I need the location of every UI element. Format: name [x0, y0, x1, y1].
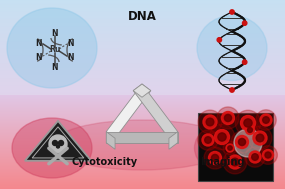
Polygon shape: [106, 132, 178, 143]
Circle shape: [205, 137, 211, 143]
Polygon shape: [133, 84, 178, 138]
Circle shape: [217, 38, 221, 42]
Circle shape: [223, 141, 237, 155]
Circle shape: [235, 110, 261, 136]
Polygon shape: [106, 132, 115, 149]
Circle shape: [249, 151, 261, 163]
Circle shape: [245, 147, 265, 167]
Text: DNA: DNA: [128, 10, 156, 23]
Circle shape: [263, 117, 269, 123]
Bar: [198, 113, 273, 181]
Circle shape: [253, 131, 267, 145]
Circle shape: [234, 129, 262, 157]
Circle shape: [218, 133, 226, 141]
Polygon shape: [25, 121, 91, 161]
Circle shape: [217, 107, 239, 129]
Text: Cytotoxicity: Cytotoxicity: [72, 157, 138, 167]
Circle shape: [202, 134, 214, 146]
Circle shape: [239, 138, 246, 146]
Circle shape: [231, 158, 239, 166]
Circle shape: [204, 147, 226, 169]
Circle shape: [248, 128, 253, 132]
Circle shape: [242, 122, 258, 138]
Circle shape: [262, 149, 274, 160]
Circle shape: [49, 135, 67, 153]
Text: N: N: [68, 39, 74, 47]
Circle shape: [235, 136, 249, 149]
Circle shape: [231, 131, 253, 153]
Circle shape: [198, 110, 222, 134]
Circle shape: [211, 154, 219, 162]
Circle shape: [256, 110, 276, 130]
Circle shape: [243, 21, 247, 25]
Circle shape: [223, 150, 247, 174]
Circle shape: [226, 144, 234, 152]
Circle shape: [203, 115, 217, 129]
Ellipse shape: [194, 121, 270, 176]
Polygon shape: [133, 84, 151, 97]
Circle shape: [209, 152, 221, 164]
Ellipse shape: [197, 15, 267, 81]
Circle shape: [221, 112, 235, 125]
Circle shape: [259, 146, 277, 164]
Circle shape: [209, 124, 235, 150]
Circle shape: [256, 134, 264, 142]
Ellipse shape: [7, 8, 97, 88]
Polygon shape: [106, 84, 151, 138]
Circle shape: [198, 130, 218, 150]
Text: N: N: [52, 29, 58, 37]
Circle shape: [230, 10, 234, 14]
Circle shape: [52, 140, 58, 146]
Circle shape: [245, 125, 255, 135]
Polygon shape: [169, 132, 178, 149]
Text: Ru: Ru: [49, 46, 61, 54]
Text: N: N: [36, 39, 42, 47]
Circle shape: [230, 88, 234, 92]
Text: N: N: [36, 53, 42, 61]
Circle shape: [215, 129, 229, 145]
Circle shape: [206, 118, 214, 126]
Circle shape: [241, 115, 255, 130]
Text: N: N: [52, 63, 58, 71]
Circle shape: [58, 140, 64, 146]
Ellipse shape: [52, 120, 232, 170]
Circle shape: [248, 126, 272, 150]
Circle shape: [243, 60, 247, 64]
Circle shape: [228, 155, 242, 169]
Circle shape: [260, 114, 272, 126]
Circle shape: [224, 114, 232, 122]
Circle shape: [228, 146, 232, 150]
Text: Imaging: Imaging: [200, 157, 245, 167]
Circle shape: [244, 119, 252, 127]
Circle shape: [56, 145, 60, 148]
Ellipse shape: [12, 118, 92, 178]
Text: N: N: [68, 53, 74, 61]
Circle shape: [252, 154, 258, 160]
Circle shape: [265, 152, 271, 158]
